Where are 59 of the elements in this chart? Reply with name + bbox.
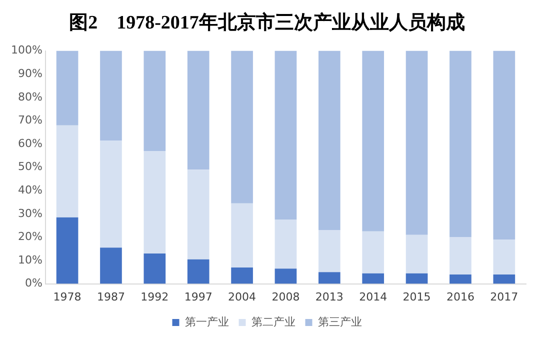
- bar: [144, 254, 166, 284]
- x-tick-label: 1992: [140, 290, 169, 304]
- x-tick-label: 2013: [315, 290, 344, 304]
- y-tick-label: 40%: [18, 183, 42, 196]
- x-tick-label: 2016: [446, 290, 474, 304]
- y-tick-label: 10%: [18, 253, 42, 266]
- legend-label: 第一产业: [184, 315, 229, 328]
- x-tick-label: 2004: [228, 290, 256, 304]
- bar: [406, 50, 428, 235]
- y-tick-label: 30%: [18, 206, 42, 220]
- chart-title: 图2 1978-2017年北京市三次产业从业人员构成: [69, 11, 465, 34]
- y-tick-label: 80%: [18, 90, 42, 104]
- bar: [56, 50, 78, 126]
- bar: [274, 220, 297, 269]
- bar: [406, 273, 428, 284]
- bar: [493, 50, 516, 240]
- bar: [100, 140, 122, 248]
- bar: [56, 217, 78, 284]
- bar: [187, 259, 210, 284]
- x-tick-label: 1987: [96, 290, 125, 304]
- bar: [274, 50, 297, 220]
- y-tick-label: 100%: [10, 44, 42, 57]
- x-tick-label: 1978: [53, 290, 82, 304]
- bar: [406, 234, 428, 274]
- legend-label: 第二产业: [251, 315, 296, 328]
- y-tick-label: 70%: [18, 114, 42, 127]
- bar: [187, 170, 210, 260]
- bar: [450, 237, 472, 274]
- bar: [318, 230, 340, 272]
- x-tick-label: 2015: [402, 290, 431, 304]
- bar: [493, 240, 516, 274]
- bar: [362, 231, 384, 274]
- bar: [187, 50, 210, 170]
- bar: [362, 50, 384, 232]
- bar: [362, 273, 384, 284]
- y-tick-label: 50%: [18, 160, 42, 174]
- bar: [450, 50, 472, 238]
- bar: [144, 50, 166, 151]
- bar: [318, 272, 340, 284]
- bar: [318, 50, 340, 230]
- x-tick-label: 1997: [184, 290, 212, 304]
- bar: [100, 248, 122, 284]
- x-tick-label: 2008: [272, 290, 300, 304]
- bar: [274, 268, 297, 284]
- bar: [144, 150, 166, 254]
- y-tick-label: 60%: [18, 136, 42, 150]
- legend-label: 第三产业: [318, 315, 362, 328]
- y-tick-label: 90%: [18, 66, 42, 80]
- bar: [493, 274, 516, 284]
- x-tick-label: 2014: [359, 290, 388, 304]
- bar: [231, 203, 253, 268]
- bar: [231, 267, 253, 284]
- y-tick-label: 0%: [24, 276, 42, 290]
- bar: [56, 125, 78, 218]
- bar: [231, 50, 253, 204]
- x-tick-label: 2017: [490, 290, 518, 304]
- bar: [450, 274, 472, 284]
- bar: [100, 50, 122, 141]
- y-tick-label: 20%: [18, 230, 42, 244]
